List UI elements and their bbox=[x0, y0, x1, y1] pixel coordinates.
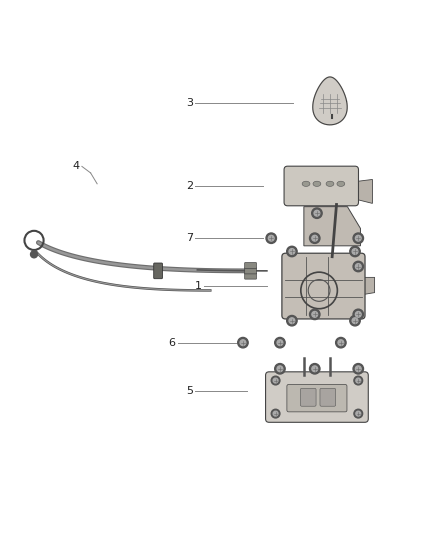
FancyBboxPatch shape bbox=[300, 389, 316, 406]
Circle shape bbox=[310, 364, 320, 374]
Circle shape bbox=[266, 233, 276, 244]
Circle shape bbox=[289, 318, 295, 324]
Circle shape bbox=[277, 340, 283, 345]
Circle shape bbox=[355, 311, 361, 317]
Circle shape bbox=[240, 340, 246, 345]
Text: 2: 2 bbox=[186, 181, 193, 191]
FancyBboxPatch shape bbox=[287, 384, 347, 412]
FancyBboxPatch shape bbox=[282, 253, 365, 319]
Circle shape bbox=[287, 246, 297, 257]
Circle shape bbox=[336, 337, 346, 348]
Text: 5: 5 bbox=[186, 385, 193, 395]
FancyBboxPatch shape bbox=[245, 263, 256, 269]
Text: 4: 4 bbox=[73, 161, 80, 172]
Circle shape bbox=[310, 233, 320, 244]
FancyBboxPatch shape bbox=[320, 389, 336, 406]
Circle shape bbox=[355, 264, 361, 269]
FancyBboxPatch shape bbox=[245, 268, 256, 274]
Circle shape bbox=[355, 236, 361, 241]
Circle shape bbox=[275, 364, 285, 374]
Circle shape bbox=[352, 248, 358, 254]
Circle shape bbox=[353, 309, 364, 320]
FancyBboxPatch shape bbox=[245, 273, 256, 279]
Circle shape bbox=[310, 309, 320, 320]
Circle shape bbox=[353, 233, 364, 244]
Circle shape bbox=[356, 411, 360, 416]
FancyBboxPatch shape bbox=[284, 166, 358, 206]
Circle shape bbox=[268, 236, 274, 241]
Ellipse shape bbox=[326, 181, 334, 187]
Circle shape bbox=[277, 366, 283, 372]
Polygon shape bbox=[361, 277, 374, 295]
Circle shape bbox=[353, 364, 364, 374]
Text: 3: 3 bbox=[186, 98, 193, 108]
Circle shape bbox=[273, 411, 278, 416]
Polygon shape bbox=[355, 180, 372, 204]
Circle shape bbox=[352, 318, 358, 324]
Ellipse shape bbox=[313, 181, 321, 187]
Circle shape bbox=[289, 248, 295, 254]
Circle shape bbox=[287, 316, 297, 326]
Circle shape bbox=[312, 366, 318, 372]
Text: 7: 7 bbox=[186, 233, 193, 243]
Circle shape bbox=[31, 251, 38, 258]
FancyBboxPatch shape bbox=[154, 263, 162, 279]
Polygon shape bbox=[313, 77, 347, 125]
Circle shape bbox=[273, 378, 278, 383]
Circle shape bbox=[312, 208, 322, 219]
Ellipse shape bbox=[302, 181, 310, 187]
Polygon shape bbox=[304, 207, 360, 246]
Circle shape bbox=[271, 376, 280, 385]
Circle shape bbox=[353, 261, 364, 272]
Ellipse shape bbox=[337, 181, 345, 187]
Circle shape bbox=[238, 337, 248, 348]
Circle shape bbox=[271, 409, 280, 418]
FancyBboxPatch shape bbox=[265, 372, 368, 422]
Circle shape bbox=[312, 236, 318, 241]
Circle shape bbox=[338, 340, 344, 345]
Circle shape bbox=[275, 337, 285, 348]
Text: 6: 6 bbox=[169, 338, 176, 348]
Circle shape bbox=[355, 366, 361, 372]
Circle shape bbox=[354, 376, 363, 385]
Text: 1: 1 bbox=[194, 281, 201, 291]
Circle shape bbox=[350, 246, 360, 257]
Circle shape bbox=[356, 378, 360, 383]
Circle shape bbox=[354, 409, 363, 418]
Circle shape bbox=[312, 311, 318, 317]
Circle shape bbox=[350, 316, 360, 326]
Circle shape bbox=[314, 211, 320, 216]
